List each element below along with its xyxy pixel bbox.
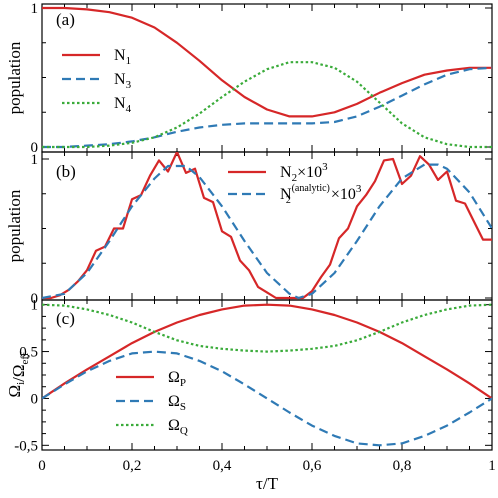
series-line: [42, 350, 492, 447]
y-tick-label: 0,5: [19, 345, 38, 361]
panel-frame: [41, 151, 493, 301]
y-tick-label: -0,5: [14, 438, 38, 454]
legend-label: ΩS: [168, 393, 186, 413]
legend-label: N4: [114, 95, 132, 115]
y-axis-label: population: [5, 189, 24, 262]
series-line: [42, 61, 492, 149]
y-tick-label: 1: [31, 152, 39, 168]
x-tick-label: 0: [38, 458, 46, 474]
panel-frame: [41, 3, 493, 153]
series-line: [42, 303, 492, 400]
y-tick-label: 1: [31, 1, 39, 17]
series-line: [42, 163, 492, 300]
y-tick-label: 0: [31, 391, 39, 407]
panel-label: (c): [56, 309, 75, 328]
panel-label: (b): [56, 162, 76, 181]
x-tick-label: 1: [488, 458, 496, 474]
x-tick-label: 0,2: [123, 458, 142, 474]
legend-label: N1: [114, 47, 131, 67]
x-tick-label: 0,4: [213, 458, 232, 474]
x-axis: 0 0,2 0,4 0,6 0,8 1: [38, 458, 496, 474]
panel-frame: [41, 299, 493, 451]
legend-label: N2×103: [280, 161, 328, 184]
x-axis-label: τ/T: [256, 474, 279, 493]
x-tick-label: 0,8: [393, 458, 412, 474]
legend-label: N(analytic) 2 ×103: [280, 183, 362, 206]
panel-label: (a): [56, 10, 75, 29]
series-line: [42, 6, 492, 118]
panel-a: 0 1 population (a) N1 N3 N4: [5, 1, 493, 156]
y-axis-label: Ωi/Ωeff: [5, 352, 31, 397]
y-tick-label: 0: [31, 140, 39, 156]
y-tick-label: 0: [31, 291, 39, 307]
y-tick-label: 1: [31, 298, 39, 314]
series-line: [42, 66, 492, 149]
x-tick-label: 0,6: [303, 458, 322, 474]
legend-label: N3: [114, 71, 132, 91]
series-line: [42, 152, 492, 300]
y-axis-label: population: [5, 41, 24, 114]
legend-label: ΩP: [168, 369, 186, 389]
legend-label: ΩQ: [168, 417, 188, 437]
series-line: [42, 303, 492, 353]
panel-c: -0,5 0 0,5 1 Ωi/Ωeff (c) ΩP ΩS ΩQ: [5, 298, 493, 454]
